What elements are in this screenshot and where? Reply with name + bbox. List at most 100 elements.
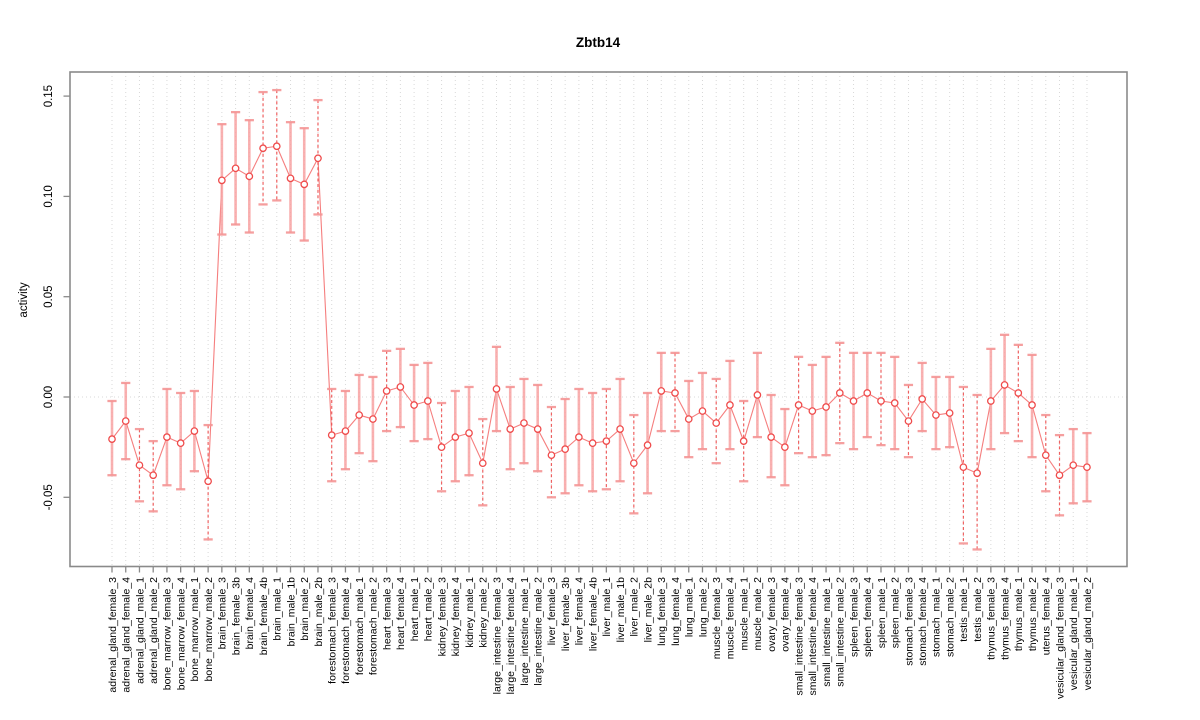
x-tick-label: vesicular_gland_male_2 bbox=[1082, 577, 1094, 690]
data-point bbox=[726, 401, 734, 409]
data-point bbox=[904, 417, 913, 425]
y-tick-label: -0.05 bbox=[43, 484, 55, 510]
x-tick-label: spleen_male_1 bbox=[876, 577, 888, 648]
data-point bbox=[396, 383, 405, 391]
data-series bbox=[107, 88, 1092, 551]
data-point bbox=[231, 164, 240, 173]
x-tick-label: kidney_male_2 bbox=[478, 577, 490, 648]
x-tick-label: brain_male_1 bbox=[272, 577, 284, 641]
data-point bbox=[629, 459, 638, 468]
data-point bbox=[753, 391, 762, 399]
x-tick-label: muscle_female_3 bbox=[711, 577, 723, 659]
data-point bbox=[973, 469, 981, 478]
data-point bbox=[245, 172, 254, 181]
x-tick-label: ovary_female_3 bbox=[766, 577, 778, 652]
data-point bbox=[135, 461, 144, 470]
x-tick-label: liver_female_4 bbox=[574, 577, 586, 645]
x-tick-label: forestomach_female_3 bbox=[327, 577, 339, 684]
data-point bbox=[520, 419, 528, 427]
data-point bbox=[547, 451, 556, 460]
data-point bbox=[877, 397, 885, 405]
data-point bbox=[822, 403, 830, 411]
x-tick-label: liver_male_1 bbox=[601, 577, 613, 637]
data-point bbox=[1014, 389, 1023, 397]
data-point bbox=[684, 415, 693, 423]
x-tick-label: brain_male_2b bbox=[313, 577, 325, 647]
data-point bbox=[671, 389, 679, 397]
data-point bbox=[616, 425, 624, 433]
data-point bbox=[204, 477, 212, 486]
data-point bbox=[423, 397, 432, 405]
data-point bbox=[108, 435, 116, 443]
data-point bbox=[300, 180, 309, 189]
data-point bbox=[932, 411, 940, 419]
data-point bbox=[327, 431, 336, 439]
x-tick-label: large_intestine_male_1 bbox=[519, 577, 531, 686]
data-point bbox=[739, 437, 748, 445]
x-tick-label: stomach_male_2 bbox=[944, 577, 956, 657]
x-tick-label: brain_female_4 bbox=[244, 577, 256, 650]
x-tick-label: kidney_male_1 bbox=[464, 577, 476, 648]
x-tick-label: vesicular_gland_female_3 bbox=[1054, 577, 1066, 699]
y-tick-label: 0.05 bbox=[43, 286, 55, 308]
data-point bbox=[1083, 463, 1091, 472]
data-point bbox=[369, 415, 377, 423]
x-tick-label: liver_female_4b bbox=[587, 577, 599, 651]
x-tick-label: thymus_female_4 bbox=[999, 577, 1011, 660]
x-tick-label: muscle_male_2 bbox=[752, 577, 764, 651]
x-tick-label: adrenal_gland_male_1 bbox=[134, 577, 146, 684]
data-point bbox=[575, 433, 583, 441]
x-tick-label: brain_female_3 bbox=[217, 577, 229, 650]
data-point bbox=[437, 443, 446, 451]
x-tick-label: heart_male_1 bbox=[409, 577, 421, 641]
data-point bbox=[794, 401, 803, 409]
data-point bbox=[149, 471, 158, 480]
x-tick-label: forestomach_male_1 bbox=[354, 577, 366, 675]
data-point bbox=[945, 409, 954, 417]
y-tick-label: 0.10 bbox=[43, 185, 55, 207]
data-point bbox=[190, 427, 199, 435]
gridlines bbox=[70, 72, 1127, 567]
data-point bbox=[890, 399, 899, 407]
x-tick-label: uterus_female_4 bbox=[1041, 577, 1053, 655]
data-point bbox=[341, 427, 350, 435]
x-tick-label: kidney_female_4 bbox=[450, 577, 462, 657]
data-point bbox=[259, 144, 267, 153]
x-tick-label: muscle_female_4 bbox=[725, 577, 737, 659]
data-point bbox=[643, 441, 652, 449]
data-point bbox=[533, 425, 542, 433]
x-tick-label: heart_male_2 bbox=[423, 577, 435, 641]
data-point bbox=[1028, 401, 1036, 409]
x-tick-label: liver_male_1b bbox=[615, 577, 627, 643]
x-tick-label: adrenal_gland_female_3 bbox=[107, 577, 119, 693]
data-point bbox=[561, 445, 570, 454]
data-point bbox=[506, 425, 515, 433]
x-tick-label: brain_male_2 bbox=[299, 577, 311, 641]
x-tick-label: testis_male_2 bbox=[972, 577, 984, 642]
x-tick-label: kidney_female_3 bbox=[436, 577, 448, 657]
x-tick-label: liver_male_2 bbox=[629, 577, 641, 637]
data-point bbox=[1041, 451, 1050, 460]
x-tick-label: thymus_female_3 bbox=[986, 577, 998, 660]
data-point bbox=[163, 433, 171, 441]
data-point bbox=[959, 463, 968, 472]
x-tick-label: bone_marrow_female_3 bbox=[162, 577, 174, 690]
x-tick-label: forestomach_male_2 bbox=[368, 577, 380, 675]
data-point bbox=[492, 385, 501, 393]
chart-title: Zbtb14 bbox=[576, 35, 621, 50]
x-tick-label: brain_female_3b bbox=[230, 577, 242, 655]
x-tick-label: liver_female_3 bbox=[546, 577, 558, 645]
y-tick-label: 0.00 bbox=[43, 386, 55, 408]
x-tick-label: heart_female_4 bbox=[395, 577, 407, 650]
tick-labels: 0.15 0.10 0.05 0.00 -0.05 adrenal_gland_femal… bbox=[43, 85, 1094, 699]
data-point bbox=[465, 429, 473, 437]
data-point bbox=[767, 433, 775, 441]
data-point bbox=[176, 439, 185, 447]
data-point bbox=[918, 395, 927, 403]
series-line bbox=[111, 145, 1088, 482]
x-tick-label: lung_female_4 bbox=[670, 577, 682, 646]
x-tick-label: brain_female_4b bbox=[258, 577, 270, 655]
plot-border bbox=[69, 71, 1128, 568]
x-tick-label: spleen_female_3 bbox=[848, 577, 860, 657]
